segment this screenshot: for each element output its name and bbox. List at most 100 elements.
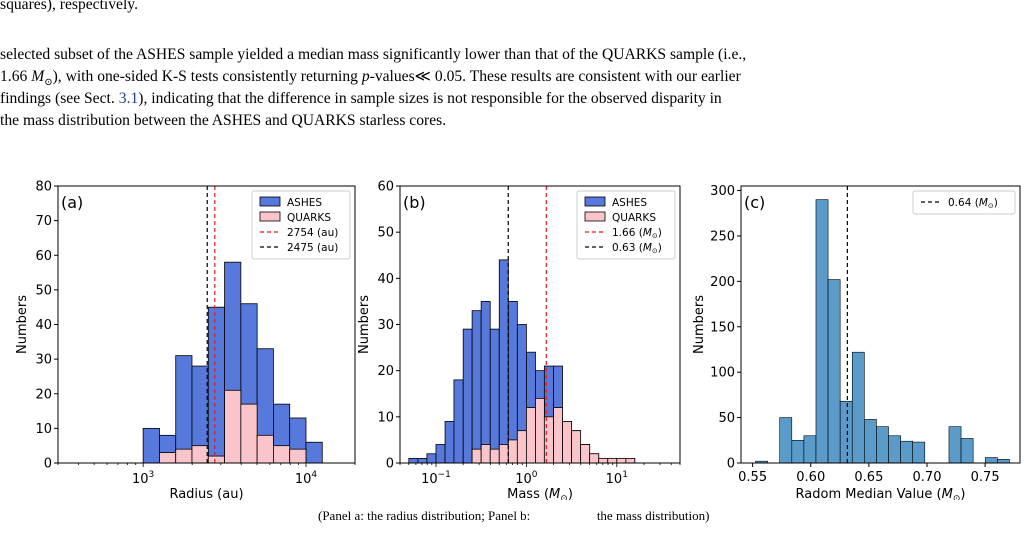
- y-tick-label: 150: [710, 320, 735, 335]
- bar-ashes: [453, 379, 464, 464]
- legend: 0.64 (M⊙): [912, 190, 1016, 215]
- legend-label: ASHES: [612, 197, 647, 209]
- bar-quarks: [580, 444, 591, 464]
- bar-quarks: [535, 397, 545, 464]
- bar-median: [851, 351, 865, 464]
- bar-quarks: [471, 448, 482, 464]
- text-line-0: squares), respectively.: [0, 0, 138, 15]
- panel-label: (a): [61, 193, 83, 212]
- bar-ashes: [489, 328, 500, 464]
- bar-median: [791, 439, 805, 464]
- y-tick-label: 60: [35, 249, 52, 264]
- legend-label: 2754 (au): [287, 227, 338, 239]
- y-tick-label: 20: [35, 387, 52, 402]
- bar-ashes: [207, 306, 225, 464]
- bar-quarks: [480, 444, 491, 464]
- y-tick-label: 20: [377, 364, 394, 379]
- legend-label: QUARKS: [287, 212, 331, 224]
- bar-median: [815, 199, 829, 464]
- y-tick-label: 250: [710, 229, 735, 244]
- paragraph-line-2: 1.66 M⊙), with one-sided K-S tests consi…: [0, 68, 741, 89]
- paragraph-line-4: the mass distribution between the ASHES …: [0, 110, 446, 131]
- bar-median: [948, 426, 962, 464]
- bar-ashes: [417, 457, 428, 464]
- bar-ashes: [142, 427, 160, 464]
- bar-median: [779, 417, 793, 464]
- bar-ashes: [471, 310, 482, 464]
- chart-panel-3: 0 50 100 150 200 250 300 0.55 0.60 0.65 0.70 0.75 Ra…: [692, 184, 1021, 500]
- bar-ashes: [444, 421, 455, 464]
- legend-label: 0.64 (M⊙): [948, 197, 998, 210]
- y-axis-label: Numbers: [357, 295, 372, 354]
- bar-ashes: [507, 301, 518, 464]
- bar-median: [876, 426, 889, 464]
- bar-ashes: [480, 301, 491, 464]
- paragraph-line-3: findings (see Sect. 3.1), indicating that…: [0, 88, 722, 109]
- bar-quarks: [571, 430, 582, 464]
- chart-panel-1: 0 10 20 30 40 50 60 70 80 103 104 Radius (au) Number…: [15, 180, 356, 500]
- bar-quarks: [607, 457, 618, 464]
- bar-median: [997, 459, 1010, 464]
- bar-median: [960, 438, 974, 464]
- y-tick-label: 30: [35, 353, 52, 368]
- y-tick-label: 10: [35, 422, 52, 437]
- x-axis-label: Radius (au): [169, 487, 243, 500]
- mass-value: 1.66: [0, 68, 28, 85]
- text-fragment: findings (see Sect.: [0, 90, 115, 107]
- y-tick-label: 0: [44, 457, 52, 472]
- x-tick-label: 101: [606, 470, 628, 487]
- bar-quarks: [191, 445, 209, 464]
- y-axis-label: Numbers: [692, 295, 707, 354]
- bar-quarks: [589, 453, 600, 464]
- text-fragment: ), with one-sided K-S tests consistently…: [52, 68, 358, 85]
- y-tick-label: 40: [35, 318, 52, 333]
- bar-median: [864, 419, 877, 464]
- y-tick-label: 80: [35, 180, 52, 195]
- y-tick-label: 70: [35, 214, 52, 229]
- bar-median: [888, 435, 901, 464]
- y-tick-label: 200: [710, 275, 735, 290]
- bar-quarks: [507, 439, 518, 464]
- bar-median: [984, 457, 998, 464]
- chart-panel-2: 0 10 20 30 40 50 60 10−1 100 101 Mass (M⊙) Numbers (…: [357, 180, 681, 500]
- legend-box: [251, 190, 351, 260]
- section-reference-link[interactable]: 3.1: [118, 90, 139, 107]
- legend-label: QUARKS: [612, 212, 656, 224]
- legend-swatch: [584, 211, 606, 222]
- figure-caption: (Panel a: the radius distribution; Panel…: [318, 508, 709, 524]
- bar-quarks: [598, 457, 609, 464]
- bar-median: [803, 435, 817, 464]
- legend-swatch: [584, 196, 606, 207]
- x-axis-label: Mass (M⊙): [507, 487, 573, 500]
- text-fragment: selected subset of the ASHES sample yiel…: [0, 46, 747, 63]
- axes-frame: [740, 185, 1021, 464]
- bar-quarks: [498, 444, 509, 464]
- text-fragment: ), indicating that the difference in sam…: [138, 90, 722, 107]
- y-axis-label: Numbers: [15, 295, 30, 354]
- bar-quarks: [616, 457, 627, 464]
- legend-swatch: [259, 211, 281, 222]
- bar-median: [912, 441, 926, 464]
- y-tick-label: 50: [35, 283, 52, 298]
- text-fragment: -values≪ 0.05. These results are consist…: [369, 68, 741, 85]
- x-tick-label: 104: [295, 470, 318, 487]
- y-tick-label: 0: [727, 457, 735, 472]
- text-fragment: the mass distribution between the ASHES …: [0, 112, 447, 129]
- bar-median: [827, 279, 841, 464]
- bar-ashes: [408, 457, 419, 464]
- legend: ASHES QUARKS 2754 (au) 2475 (au): [251, 190, 351, 260]
- bar-ashes: [305, 441, 323, 464]
- legend-swatch: [259, 196, 281, 207]
- x-tick-label: 103: [132, 470, 154, 487]
- bar-quarks: [562, 421, 572, 464]
- y-tick-label: 10: [377, 410, 394, 425]
- y-tick-label: 50: [718, 411, 735, 426]
- bar-median: [900, 440, 914, 464]
- bar-quarks: [525, 407, 536, 464]
- bar-ashes: [426, 453, 437, 464]
- x-tick-label: 0.75: [971, 470, 1000, 485]
- y-tick-label: 100: [710, 366, 735, 381]
- panel-label: (b): [403, 193, 426, 212]
- legend-label: 2475 (au): [287, 242, 338, 254]
- x-tick-label: 0.60: [796, 470, 825, 485]
